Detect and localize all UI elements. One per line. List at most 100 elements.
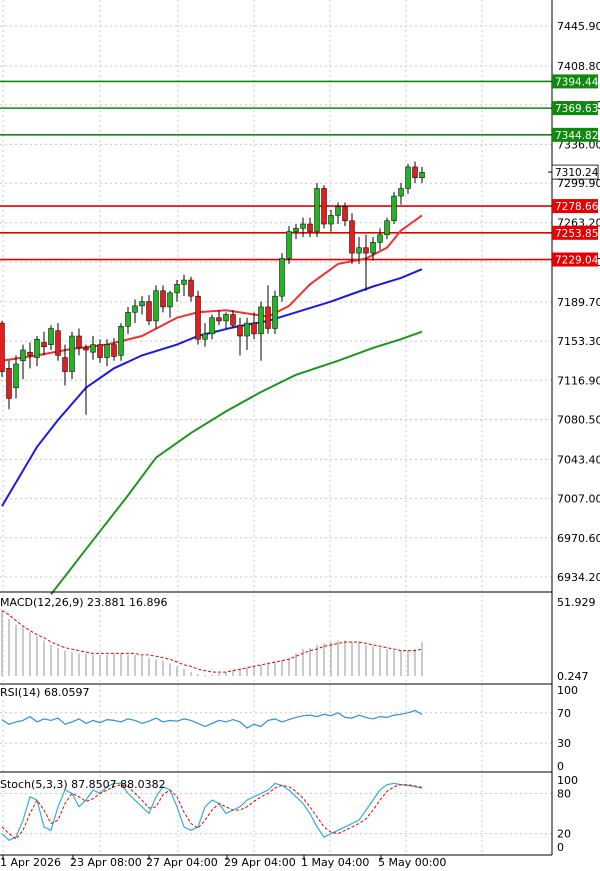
candle-bull: [13, 363, 19, 388]
candle-bull: [174, 284, 180, 294]
rsi-axis-label: 100: [557, 684, 578, 697]
candle-bear: [62, 357, 68, 372]
stoch-axis-label: 80: [557, 787, 571, 800]
support-tag-bg: [552, 225, 598, 240]
rsi-axis-label: 30: [557, 737, 571, 750]
candle-bull: [293, 228, 299, 232]
candle-bear: [83, 347, 89, 351]
candle-bull: [328, 215, 334, 225]
resistance-tag-label: 7369.63: [555, 103, 598, 115]
candle-bull: [90, 344, 96, 353]
price-tick-label: 7043.40: [557, 453, 600, 466]
candle-bull: [104, 344, 110, 358]
candle-bear: [41, 342, 47, 348]
macd-title: MACD(12,26,9) 23.881 16.896: [0, 596, 168, 609]
price-tick-label: 7408.80: [557, 60, 600, 73]
price-tick-label: 6934.20: [557, 571, 600, 584]
candle-bear: [188, 279, 194, 297]
price-plot: [0, 80, 552, 596]
candle-bull: [335, 206, 341, 216]
candle-bear: [111, 344, 117, 357]
candle-bull: [286, 231, 292, 259]
candle-bull: [314, 188, 320, 232]
rsi-axis-label: 70: [557, 707, 571, 720]
candle-bull: [398, 188, 404, 197]
support-tag-bg: [552, 199, 598, 214]
resistance-tag-label: 7394.44: [555, 76, 599, 88]
candle-bear: [321, 188, 327, 225]
stoch-axis-label: 100: [557, 774, 578, 787]
stoch-axis-label: 0: [557, 841, 564, 854]
candle-bull: [272, 295, 278, 329]
price-tick-label: 7153.30: [557, 335, 600, 348]
resistance-tag-label: 7344.82: [555, 130, 598, 142]
candle-bear: [76, 335, 82, 349]
time-label: 5 May 00:00: [378, 856, 446, 869]
rsi-axis-label: 0: [557, 760, 564, 773]
candle-bull: [48, 328, 54, 345]
candle-bull: [356, 247, 362, 254]
time-label: 23 Apr 08:00: [70, 856, 142, 869]
rsi-title: RSI(14) 68.0597: [0, 686, 89, 699]
ma-medium-line: [1, 268, 423, 507]
candle-bull: [209, 317, 215, 335]
support-tag-label: 7229.04: [555, 255, 599, 267]
macd-signal-line: [1, 610, 423, 673]
macd-axis-label: 0.247: [557, 670, 589, 683]
price-tick-label: 7189.70: [557, 296, 600, 309]
candle-bear: [363, 247, 369, 254]
candle-bull: [384, 220, 390, 236]
candle-bull: [167, 292, 173, 308]
price-tick-label: 7116.90: [557, 374, 600, 387]
candle-bull: [391, 195, 397, 222]
price-tick-label: 7080.50: [557, 413, 600, 426]
candle-bull: [153, 290, 159, 322]
candle-bull: [20, 349, 26, 362]
current-price-tag-bg: [551, 164, 599, 180]
rsi-plot: [0, 709, 552, 744]
time-label: 1 Apr 2026: [0, 856, 61, 869]
candle-bull: [125, 312, 131, 327]
candle-bear: [237, 324, 243, 337]
support-tag-label: 7278.66: [555, 201, 599, 213]
candle-bull: [300, 223, 306, 229]
price-tick-label: 7299.90: [557, 177, 600, 190]
candle-bull: [69, 335, 75, 372]
candle-bear: [27, 351, 33, 356]
candle-bear: [0, 322, 5, 372]
candle-bull: [181, 279, 187, 285]
candle-bear: [349, 220, 355, 254]
candle-bull: [377, 234, 383, 243]
stoch-title: Stoch(5,3,3) 87.8507 88.0382: [0, 778, 166, 791]
time-label: 29 Apr 04:00: [224, 856, 296, 869]
candle-bull: [132, 305, 138, 313]
resistance-tag-bg: [552, 74, 598, 89]
candle-bear: [146, 301, 152, 322]
candle-bull: [370, 242, 376, 254]
candle-bear: [160, 290, 166, 308]
candle-bull: [419, 172, 425, 178]
candle-bear: [307, 223, 313, 232]
candle-bull: [279, 258, 285, 297]
candle-bear: [195, 295, 201, 340]
current-price-label: 7310.24: [555, 167, 599, 179]
grid: [0, 0, 552, 855]
macd-axis-label: 51.929: [557, 596, 596, 609]
candle-bear: [6, 368, 12, 399]
support-tag-label: 7253.85: [555, 228, 598, 240]
candle-bull: [34, 338, 40, 358]
rsi-line: [1, 709, 423, 729]
price-tags: 7394.44 7369.63 7344.82 7278.66 7253.85 7229.…: [548, 74, 599, 267]
stoch-plot: [0, 782, 552, 842]
price-tick-label: 6970.60: [557, 532, 600, 545]
candle-bear: [342, 206, 348, 222]
candle-bear: [412, 166, 418, 178]
ma-slow-line: [50, 330, 423, 596]
candle-bull: [118, 326, 124, 356]
stoch-d-line: [1, 784, 423, 840]
candle-bull: [223, 314, 229, 322]
candle-bull: [202, 333, 208, 340]
resistance-tag-bg: [552, 127, 598, 142]
